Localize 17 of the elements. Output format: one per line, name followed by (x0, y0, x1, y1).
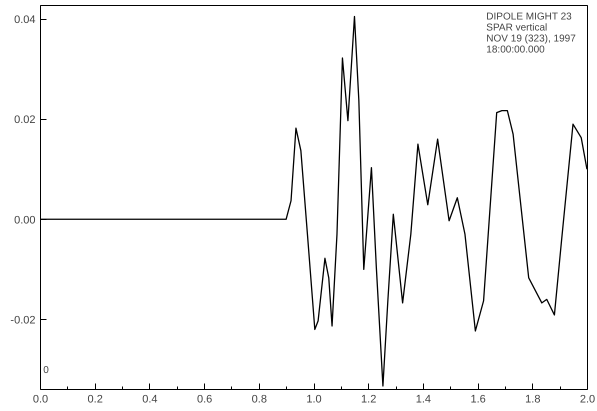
y-tick-label: 0.04 (14, 14, 36, 26)
x-tick-label: 0.8 (252, 394, 267, 406)
x-tick-label: 0.4 (142, 394, 158, 406)
x-tick-label: 1.4 (416, 394, 432, 406)
x-tick-label: 1.0 (306, 394, 322, 406)
x-tick-label: 1.8 (525, 394, 540, 406)
annotation: 0 (43, 364, 50, 376)
x-tick-label: 1.6 (470, 394, 486, 406)
annotation: DIPOLE MIGHT 23 SPAR vertical NOV 19 (323), 1997 18:00:00.000 (486, 12, 576, 56)
x-tick-label: 0.6 (196, 394, 212, 406)
x-tick-label: 2.0 (580, 394, 596, 406)
x-tick-label: 0.2 (88, 394, 103, 406)
x-tick-label: 1.2 (361, 394, 376, 406)
x-tick-label: 0.0 (32, 394, 48, 406)
y-tick-label: -0.02 (10, 314, 36, 326)
y-tick-label: 0.02 (14, 114, 36, 126)
y-tick-label: 0.00 (14, 214, 36, 226)
